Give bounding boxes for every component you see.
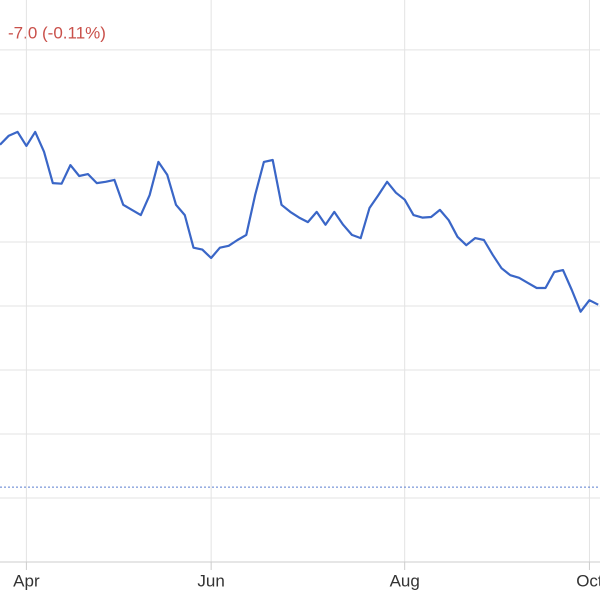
x-tick-label: Jun xyxy=(197,571,224,590)
price-line xyxy=(0,130,599,313)
x-tick-label: Aug xyxy=(390,571,420,590)
x-tick-label: Apr xyxy=(13,571,40,590)
x-tick-label: Oct xyxy=(576,571,600,590)
price-change: -7.0 (-0.11%) xyxy=(8,23,106,42)
